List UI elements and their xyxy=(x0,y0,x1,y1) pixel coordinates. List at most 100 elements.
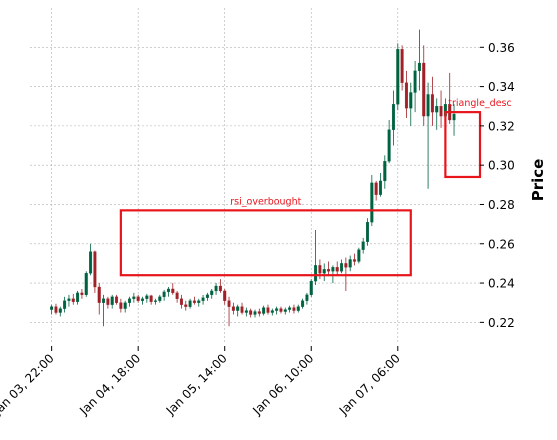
candle-body xyxy=(366,222,369,242)
candle xyxy=(305,292,309,305)
candle-body xyxy=(115,296,119,303)
candle xyxy=(80,288,84,299)
candle xyxy=(353,253,357,266)
candle xyxy=(296,304,300,313)
candle-body xyxy=(162,291,166,297)
candle-body xyxy=(435,106,439,113)
candle xyxy=(71,293,75,305)
grid xyxy=(30,8,480,342)
candle-body xyxy=(266,307,270,313)
candle-body xyxy=(253,311,257,315)
candle xyxy=(288,305,292,313)
candle xyxy=(89,243,93,276)
candle xyxy=(184,300,188,311)
candle xyxy=(340,259,344,274)
candle xyxy=(270,308,274,316)
candle xyxy=(192,296,196,305)
candle-body xyxy=(335,267,339,272)
candle xyxy=(54,303,58,315)
candle-body xyxy=(63,300,67,309)
candle xyxy=(141,296,144,305)
candle xyxy=(188,298,192,309)
candle-body xyxy=(348,259,352,268)
candle xyxy=(383,155,387,189)
candle xyxy=(162,289,166,301)
candle xyxy=(240,302,244,315)
candle xyxy=(106,296,110,309)
candle-body xyxy=(153,300,157,302)
candle xyxy=(253,309,257,318)
candle-body xyxy=(231,306,235,311)
candle-body xyxy=(58,308,62,313)
candle-body xyxy=(344,263,348,268)
y-tick-label: 0.22 xyxy=(488,316,515,330)
candle-body xyxy=(452,113,456,121)
annotations: rsi_overbought triangle_desc xyxy=(119,98,512,277)
candle-body xyxy=(106,298,110,305)
x-tick-label: Jan 07, 06:00 xyxy=(336,351,403,418)
candle-body xyxy=(240,306,244,313)
candle xyxy=(370,175,374,227)
candle xyxy=(417,29,421,91)
candle-body xyxy=(327,269,331,272)
annotation-label: rsi_overbought xyxy=(230,196,301,207)
candle-body xyxy=(391,104,395,130)
candle xyxy=(236,304,240,317)
candle-body xyxy=(357,249,361,262)
candle xyxy=(292,304,296,314)
candle-body xyxy=(314,265,318,282)
candle-body xyxy=(236,306,240,311)
candle-body xyxy=(387,129,391,162)
candle xyxy=(76,290,80,305)
candle-body xyxy=(123,302,127,309)
candle-body xyxy=(110,296,114,305)
y-tick-label: 0.30 xyxy=(488,159,515,173)
candle-body xyxy=(396,49,400,105)
x-axis: Jan 03, 22:00 Jan 04, 18:00 Jan 05, 14:00 J… xyxy=(0,346,403,418)
candle-body xyxy=(175,292,179,299)
candle xyxy=(404,70,408,119)
candle xyxy=(153,298,157,305)
candle-body xyxy=(353,259,357,262)
candle xyxy=(348,255,352,272)
candle xyxy=(430,76,434,126)
candle xyxy=(197,298,201,307)
candle-body xyxy=(305,294,309,301)
candle xyxy=(218,279,222,293)
candle-body xyxy=(84,273,88,295)
candle-body xyxy=(417,62,421,72)
candle-body xyxy=(218,285,222,292)
candle xyxy=(166,286,170,297)
candle-body xyxy=(192,300,196,303)
candle-body xyxy=(296,306,300,311)
y-tick-label: 0.24 xyxy=(488,277,515,291)
annotation-label: triangle_desc xyxy=(448,98,511,109)
candle-body xyxy=(422,62,426,117)
candle-body xyxy=(400,49,404,83)
candle-body xyxy=(128,298,132,303)
candle-body xyxy=(413,70,417,93)
candle xyxy=(275,306,279,315)
candle xyxy=(301,298,305,309)
candle xyxy=(102,294,106,327)
candle xyxy=(387,119,391,164)
candle-body xyxy=(279,308,283,312)
candle-body xyxy=(257,311,261,314)
candle xyxy=(426,82,430,189)
candle-body xyxy=(292,307,296,311)
x-tick-label: Jan 03, 22:00 xyxy=(0,351,57,418)
candle xyxy=(439,90,443,128)
candle xyxy=(171,283,175,295)
candle-body xyxy=(283,309,287,312)
candle xyxy=(244,307,248,317)
candle xyxy=(175,290,179,303)
candle-body xyxy=(205,294,209,298)
x-tick-label: Jan 04, 18:00 xyxy=(76,351,143,418)
candle xyxy=(119,298,123,313)
candle xyxy=(214,283,218,295)
candle xyxy=(136,294,140,303)
candle-body xyxy=(71,298,75,302)
candle-body xyxy=(80,292,84,295)
candle xyxy=(205,292,209,301)
